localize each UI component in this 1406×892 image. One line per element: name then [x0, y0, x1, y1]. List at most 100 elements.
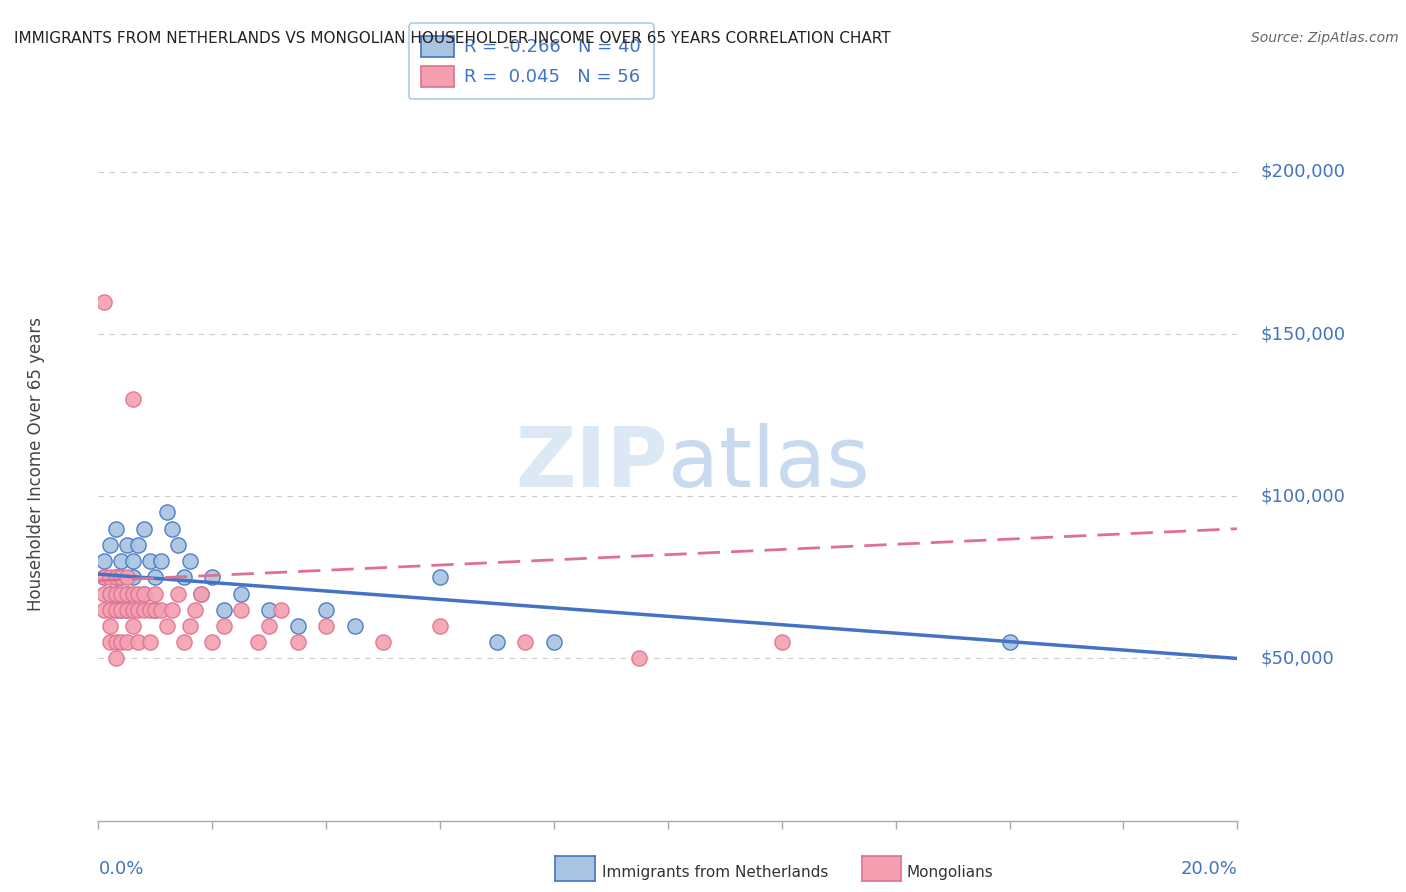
Point	[315, 619, 337, 633]
Point	[998, 635, 1021, 649]
Text: Immigrants from Netherlands: Immigrants from Netherlands	[602, 865, 828, 880]
Point	[98, 586, 121, 600]
Point	[104, 570, 127, 584]
Point	[259, 619, 281, 633]
Point	[229, 586, 252, 600]
Point	[93, 586, 115, 600]
Point	[98, 570, 121, 584]
Point	[127, 538, 149, 552]
Point	[110, 603, 132, 617]
Point	[98, 635, 121, 649]
Text: $50,000: $50,000	[1260, 649, 1334, 667]
Point	[104, 603, 127, 617]
Point	[179, 619, 201, 633]
Point	[110, 570, 132, 584]
Point	[515, 635, 537, 649]
Point	[115, 603, 138, 617]
Point	[145, 603, 167, 617]
Point	[93, 294, 115, 309]
Text: $200,000: $200,000	[1260, 163, 1346, 181]
Point	[156, 619, 179, 633]
Text: 20.0%: 20.0%	[1181, 860, 1237, 878]
Point	[138, 635, 160, 649]
Point	[167, 586, 190, 600]
Point	[315, 603, 337, 617]
Point	[115, 603, 138, 617]
Point	[201, 570, 224, 584]
Point	[127, 603, 149, 617]
Point	[121, 570, 143, 584]
Legend: R = -0.266   N = 40, R =  0.045   N = 56: R = -0.266 N = 40, R = 0.045 N = 56	[409, 23, 654, 99]
Text: $100,000: $100,000	[1260, 487, 1346, 505]
Point	[98, 619, 121, 633]
Point	[486, 635, 509, 649]
Point	[132, 586, 155, 600]
Point	[115, 586, 138, 600]
Point	[121, 619, 143, 633]
Point	[173, 635, 195, 649]
Point	[93, 570, 115, 584]
Point	[93, 570, 115, 584]
Point	[93, 554, 115, 568]
Point	[429, 619, 451, 633]
Point	[212, 603, 235, 617]
Point	[115, 586, 138, 600]
Text: atlas: atlas	[668, 424, 869, 504]
Point	[127, 586, 149, 600]
Point	[104, 570, 127, 584]
Point	[132, 522, 155, 536]
Text: Mongolians: Mongolians	[907, 865, 994, 880]
Point	[127, 635, 149, 649]
Point	[190, 586, 212, 600]
Point	[110, 635, 132, 649]
Point	[104, 603, 127, 617]
Point	[104, 522, 127, 536]
Point	[110, 603, 132, 617]
Text: 0.0%: 0.0%	[98, 860, 143, 878]
Point	[115, 570, 138, 584]
Point	[138, 554, 160, 568]
Text: ZIP: ZIP	[516, 424, 668, 504]
Point	[115, 538, 138, 552]
Point	[156, 506, 179, 520]
Point	[429, 570, 451, 584]
Point	[121, 586, 143, 600]
Point	[179, 554, 201, 568]
Point	[110, 586, 132, 600]
Point	[190, 586, 212, 600]
Point	[259, 603, 281, 617]
Point	[104, 586, 127, 600]
Point	[104, 651, 127, 665]
Point	[167, 538, 190, 552]
Point	[229, 603, 252, 617]
Point	[98, 603, 121, 617]
Point	[270, 603, 292, 617]
Point	[93, 603, 115, 617]
Point	[145, 586, 167, 600]
Point	[132, 603, 155, 617]
Point	[110, 570, 132, 584]
Point	[110, 554, 132, 568]
Point	[150, 554, 173, 568]
Text: IMMIGRANTS FROM NETHERLANDS VS MONGOLIAN HOUSEHOLDER INCOME OVER 65 YEARS CORREL: IMMIGRANTS FROM NETHERLANDS VS MONGOLIAN…	[14, 31, 890, 46]
Point	[150, 603, 173, 617]
Point	[543, 635, 565, 649]
Point	[201, 635, 224, 649]
Point	[138, 603, 160, 617]
Point	[343, 619, 366, 633]
Point	[173, 570, 195, 584]
Point	[145, 603, 167, 617]
Point	[373, 635, 395, 649]
Text: $150,000: $150,000	[1260, 325, 1346, 343]
Point	[121, 554, 143, 568]
Point	[104, 635, 127, 649]
Point	[212, 619, 235, 633]
Point	[121, 603, 143, 617]
Point	[287, 635, 309, 649]
Point	[246, 635, 269, 649]
Point	[98, 586, 121, 600]
Point	[628, 651, 651, 665]
Point	[132, 586, 155, 600]
Point	[287, 619, 309, 633]
Point	[104, 586, 127, 600]
